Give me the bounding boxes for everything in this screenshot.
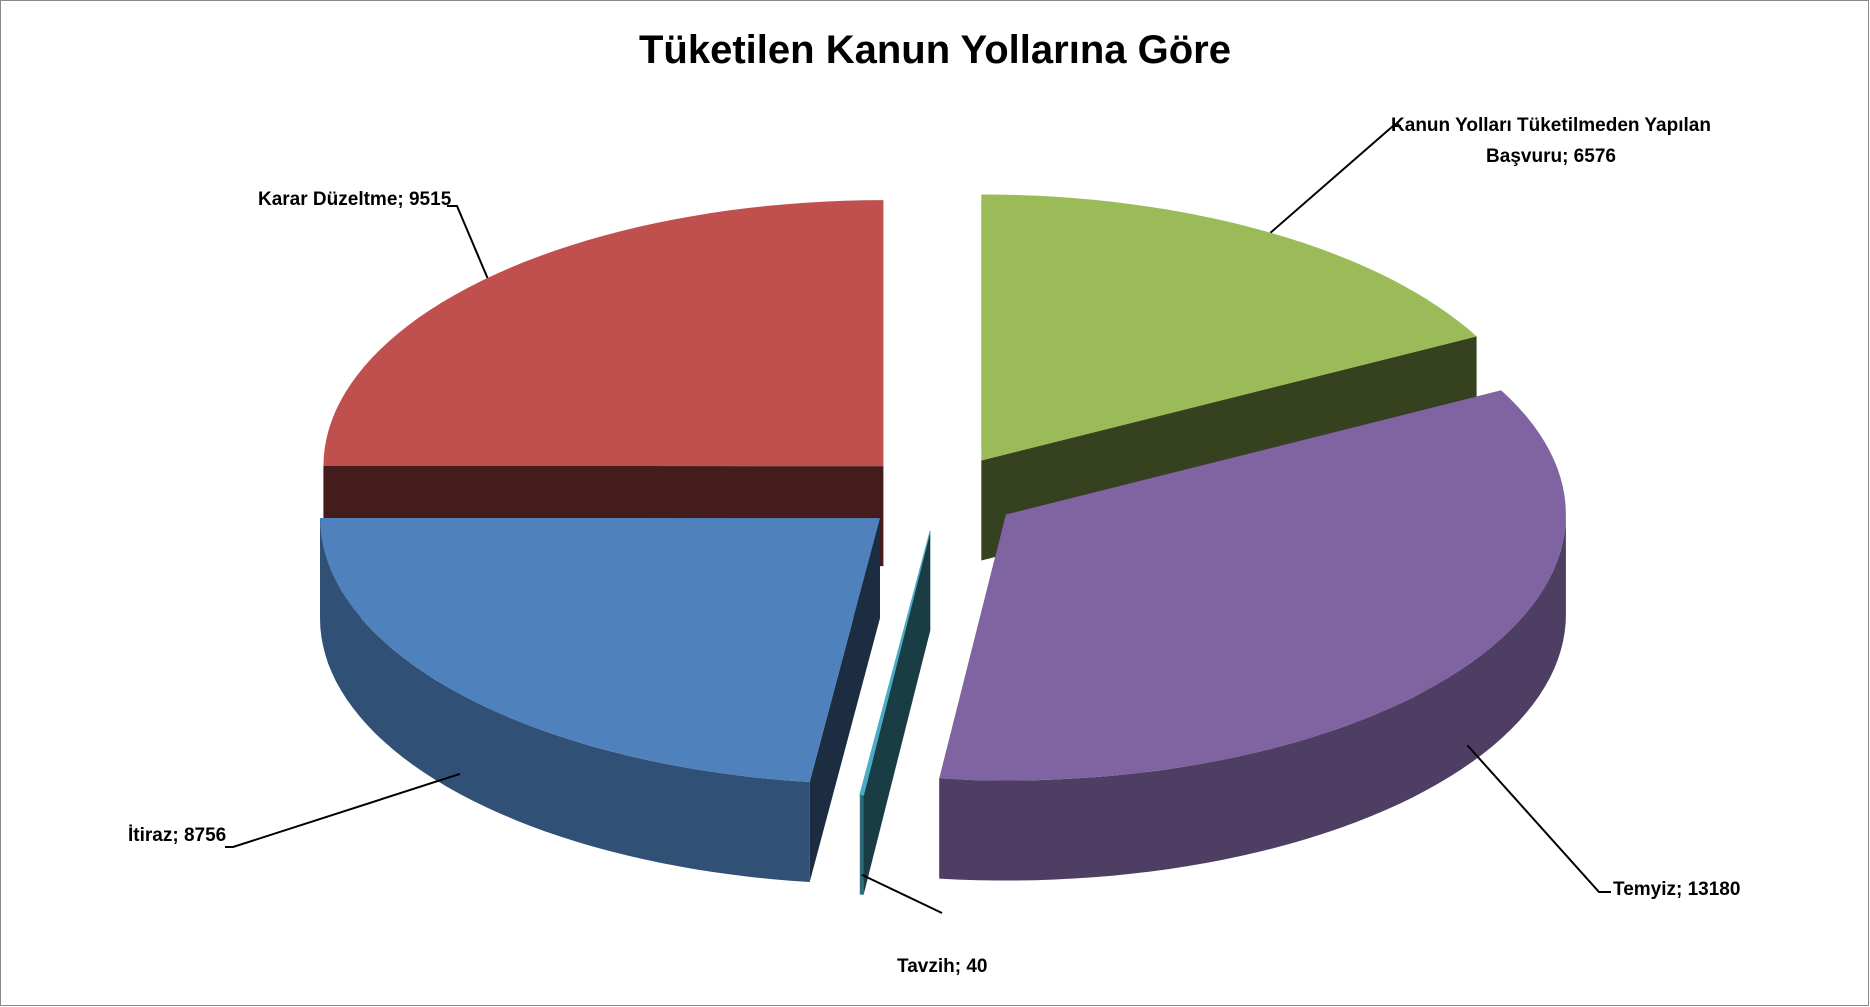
slice-wall xyxy=(859,530,931,895)
slice-top xyxy=(939,390,1566,781)
slice-side xyxy=(859,794,864,895)
leader-line xyxy=(1466,744,1611,893)
data-label: Kanun Yolları Tüketilmeden Yapılan Başvu… xyxy=(1391,115,1711,167)
slice xyxy=(320,518,880,882)
leader-line xyxy=(1269,125,1401,234)
slice-top xyxy=(859,530,931,796)
leader-line xyxy=(861,873,943,914)
leader-line xyxy=(447,205,489,279)
slice xyxy=(939,390,1566,881)
slice-side xyxy=(939,514,1566,881)
leader-line xyxy=(225,773,461,848)
chart-title: Tüketilen Kanun Yollarına Göre xyxy=(639,28,1231,72)
slice-top xyxy=(320,518,880,782)
data-label: İtiraz; 8756 xyxy=(128,825,227,846)
slice-top xyxy=(981,194,1477,461)
slice-side xyxy=(320,518,810,882)
data-label: Temyiz; 13180 xyxy=(1613,879,1741,900)
data-label: Tavzih; 40 xyxy=(897,956,988,977)
slice xyxy=(859,530,931,895)
data-label: Karar Düzeltme; 9515 xyxy=(258,189,452,210)
slice-top xyxy=(323,200,884,467)
